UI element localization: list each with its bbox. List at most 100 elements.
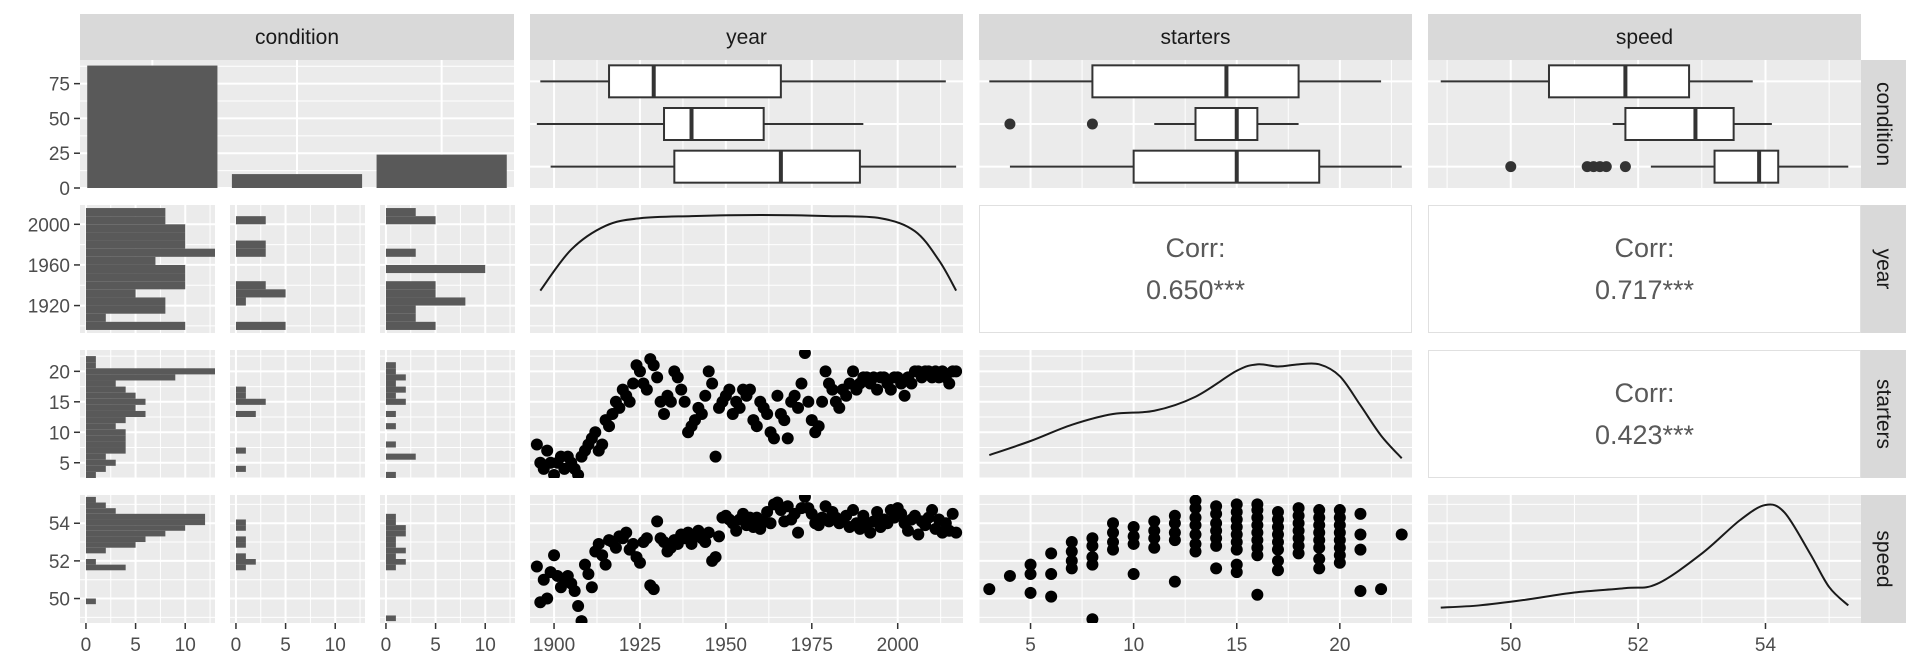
- x-tick-label: 54: [1755, 635, 1777, 656]
- x-tick-label: 10: [1123, 635, 1144, 656]
- scatter-point: [1271, 564, 1284, 577]
- hist-bar: [85, 502, 106, 509]
- scatter-point: [761, 408, 774, 420]
- scatter-point: [950, 365, 963, 378]
- scatter-point: [833, 401, 846, 414]
- hist-bar: [85, 417, 126, 424]
- hist-bar: [85, 525, 186, 531]
- hist-bar: [385, 398, 406, 405]
- strip-right-condition: [1861, 60, 1906, 188]
- scatter-point: [1024, 558, 1037, 571]
- x-tick-label: 5: [430, 635, 441, 656]
- scatter-point: [651, 515, 664, 528]
- y-tick-label: 52: [49, 552, 70, 573]
- scatter-point: [1251, 588, 1264, 601]
- scatter-point: [926, 504, 939, 517]
- scatter-point: [1292, 547, 1305, 560]
- strip-top-condition: [80, 14, 514, 60]
- scatter-point: [798, 495, 811, 503]
- hist-bar: [85, 362, 96, 369]
- hist-bar: [85, 410, 146, 418]
- corr-label: Corr:: [1615, 378, 1675, 408]
- scatter-point: [764, 517, 777, 530]
- hist-bar: [385, 216, 436, 225]
- density-curve-year: [539, 213, 957, 292]
- corr-background: [979, 205, 1412, 333]
- strip-label-right-condition: condition: [1872, 82, 1895, 166]
- hist-bar: [385, 564, 396, 571]
- scatter-point: [592, 537, 605, 550]
- hist-bar: [385, 530, 406, 537]
- scatter-point: [1086, 539, 1099, 552]
- bar-condition-3: [376, 154, 507, 188]
- scatter-point: [530, 560, 543, 573]
- box-iqr: [1091, 64, 1300, 99]
- y-tick-label: 2000: [28, 215, 70, 236]
- hist-bar: [85, 447, 126, 454]
- scatter-point: [1210, 539, 1223, 552]
- scatter-point: [702, 365, 715, 378]
- scatter-point: [541, 592, 554, 605]
- scatter-point: [912, 528, 925, 541]
- hist-bar: [85, 232, 186, 241]
- hist-bar: [85, 240, 186, 249]
- strip-label-top-condition: condition: [255, 26, 339, 49]
- box-iqr: [663, 107, 765, 141]
- scatter-points-starters_speed: [983, 495, 1408, 623]
- box-iqr: [1713, 149, 1780, 184]
- scatter-point: [1313, 553, 1326, 565]
- hist-bar: [85, 313, 106, 322]
- strip-label-right-speed: speed: [1872, 530, 1895, 587]
- hist-bar: [85, 281, 186, 290]
- hist-bar: [85, 368, 216, 375]
- scatter-point: [633, 556, 646, 569]
- scatter-point: [613, 401, 626, 414]
- panel-condition-starters: [978, 60, 1412, 188]
- scatter-point: [792, 401, 805, 414]
- scatter-point: [1189, 545, 1202, 558]
- strip-top-speed: [1428, 14, 1861, 60]
- scatter-point: [733, 401, 746, 414]
- strip-top-year: [530, 14, 963, 60]
- hist-bar: [385, 410, 396, 418]
- x-tick-label: 15: [1226, 635, 1247, 656]
- hist-bar: [385, 321, 436, 330]
- hist-bar: [85, 256, 156, 265]
- scatter-point: [713, 530, 726, 543]
- hist-bar: [385, 542, 396, 548]
- scatter-point: [902, 524, 915, 537]
- scatter-point: [1086, 613, 1099, 623]
- hist-bar: [85, 496, 96, 503]
- hist-bar: [385, 547, 406, 554]
- scatter-point: [802, 395, 815, 408]
- scatter-point: [826, 383, 839, 396]
- hist-bar: [85, 374, 176, 381]
- x-tick-label: 1900: [533, 635, 575, 656]
- hist-bar: [85, 305, 166, 314]
- hist-bar: [85, 519, 206, 526]
- scatter-point: [1045, 568, 1058, 581]
- hist-bar: [85, 248, 216, 257]
- box-iqr: [1132, 149, 1321, 184]
- scatter-point: [1271, 554, 1284, 567]
- scatter-point: [572, 600, 585, 613]
- hist-bar: [385, 368, 396, 375]
- scatter-point: [950, 526, 963, 539]
- scatter-point: [541, 444, 554, 457]
- box-outlier: [1004, 118, 1016, 130]
- scatter-points-year_starters: [530, 350, 963, 478]
- hist-bar: [235, 536, 246, 543]
- hist-bar: [85, 404, 136, 411]
- hist-bar: [235, 392, 246, 399]
- scatter-point: [1354, 543, 1367, 556]
- scatter-point: [651, 371, 664, 384]
- scatter-point: [647, 359, 660, 372]
- y-tick-label: 5: [59, 454, 70, 475]
- scatter-point: [1210, 562, 1223, 575]
- hist-bar: [385, 536, 396, 543]
- scatter-point: [730, 524, 743, 537]
- box-iqr: [608, 64, 782, 99]
- scatter-point: [1086, 558, 1099, 571]
- hist-bar: [85, 380, 116, 387]
- scatter-point: [675, 383, 688, 396]
